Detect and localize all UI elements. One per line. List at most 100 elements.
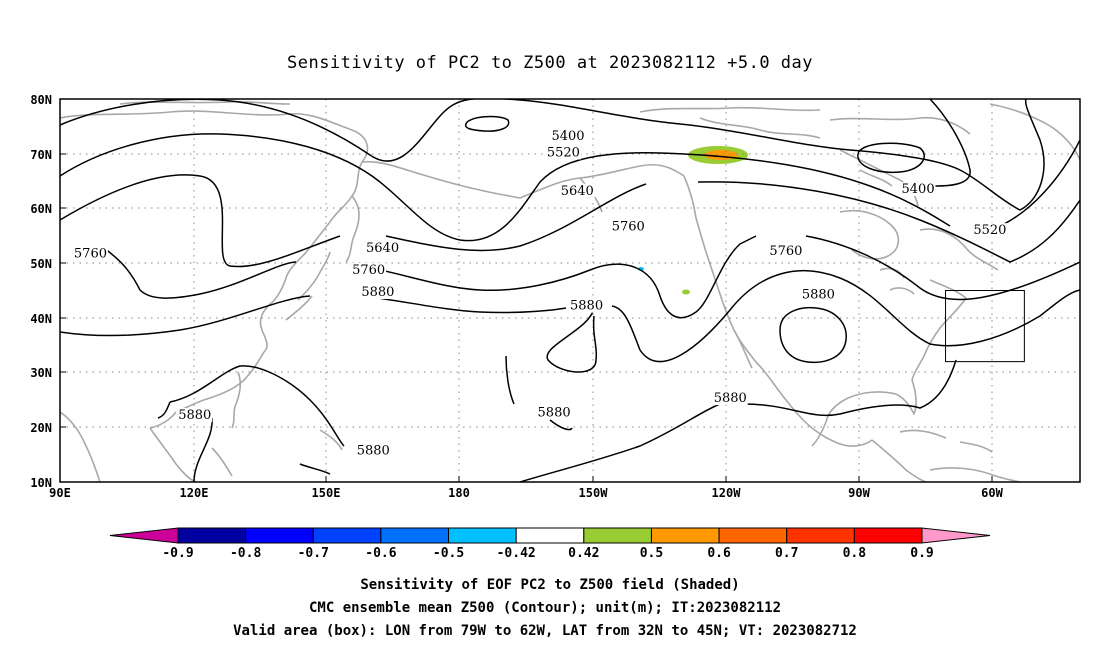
contour-5400-north bbox=[60, 99, 1045, 211]
contour-label-background bbox=[558, 183, 595, 198]
contour-label: 5880 bbox=[570, 299, 603, 314]
colorbar-box bbox=[515, 527, 585, 544]
map-frame bbox=[59, 98, 1081, 483]
lat-label: 10N bbox=[30, 476, 52, 490]
coastlines bbox=[60, 100, 1080, 482]
sensitivity-shading bbox=[638, 146, 748, 295]
contour-5520 bbox=[60, 133, 1080, 242]
lon-label: 150W bbox=[579, 486, 609, 500]
colorbar-label: 0.6 bbox=[707, 546, 731, 561]
contour-label-background bbox=[971, 223, 1008, 238]
lat-label: 70N bbox=[30, 148, 52, 162]
lat-label: 40N bbox=[30, 312, 52, 326]
contour-5880-west bbox=[157, 401, 213, 482]
contour-labels: 5400552054005520564056405760576057605760… bbox=[71, 129, 1008, 459]
contour-label-background bbox=[354, 443, 391, 458]
tick-marks bbox=[60, 98, 993, 482]
colorbar-label: -0.9 bbox=[162, 546, 193, 561]
colorbar-box bbox=[380, 527, 450, 544]
contour-label-background bbox=[549, 129, 586, 144]
colorbar-box bbox=[786, 527, 855, 544]
contour-label: 5880 bbox=[178, 408, 211, 423]
contour-label: 5640 bbox=[366, 241, 399, 256]
colorbar-low-extension bbox=[109, 527, 179, 544]
latitude-labels: 80N 70N 60N 50N 40N 30N 20N 10N bbox=[30, 93, 52, 490]
caption-line-3: Valid area (box): LON from 79W to 62W, L… bbox=[233, 623, 857, 639]
colorbar-box bbox=[177, 527, 247, 544]
lon-label: 90E bbox=[49, 486, 71, 500]
contour-label-background bbox=[544, 145, 581, 160]
colorbar-label: -0.5 bbox=[433, 546, 464, 561]
lat-label: 80N bbox=[30, 93, 52, 107]
contour-5880-subtropical-high bbox=[779, 306, 847, 364]
colorbar-box bbox=[312, 527, 382, 544]
caption-line-1: Sensitivity of EOF PC2 to Z500 field (Sh… bbox=[360, 577, 739, 593]
colorbar-box bbox=[650, 527, 720, 544]
contour-label: 5520 bbox=[547, 145, 580, 160]
lon-label: 150E bbox=[312, 486, 341, 500]
contour-label: 5400 bbox=[551, 129, 584, 144]
lat-label: 50N bbox=[30, 257, 52, 271]
colorbar: -0.9 -0.8 -0.7 -0.6 -0.5 -0.42 0.42 0.5 0.6 0.7 0.… bbox=[109, 527, 991, 561]
colorbar-boxes bbox=[177, 527, 923, 544]
map-panel: 5400552054005520564056405760576057605760… bbox=[30, 93, 1081, 500]
colorbar-label: 0.9 bbox=[910, 546, 933, 561]
positive-sensitivity-spot bbox=[682, 289, 690, 295]
contour-closed-low-canada bbox=[857, 142, 925, 174]
contour-5880-north bbox=[60, 269, 1080, 363]
lon-label: 120E bbox=[180, 486, 209, 500]
contour-label: 5760 bbox=[612, 219, 645, 234]
colorbar-label: 0.8 bbox=[843, 546, 867, 561]
contour-label: 5880 bbox=[802, 288, 835, 303]
contour-closed-low-pacific bbox=[464, 115, 510, 132]
contour-label: 5880 bbox=[361, 285, 394, 300]
contour-label-background bbox=[568, 298, 604, 313]
colorbar-label: -0.8 bbox=[230, 546, 261, 561]
colorbar-high-extension bbox=[921, 527, 991, 544]
contour-label: 5400 bbox=[902, 182, 935, 197]
lon-label: 120W bbox=[712, 486, 742, 500]
contour-5880-south bbox=[169, 359, 957, 482]
colorbar-box bbox=[245, 527, 314, 544]
lon-label: 180 bbox=[448, 486, 470, 500]
contour-5400-east bbox=[904, 99, 971, 191]
valid-area-box bbox=[945, 290, 1025, 363]
colorbar-labels: -0.9 -0.8 -0.7 -0.6 -0.5 -0.42 0.42 0.5 0.6 0.7 0.… bbox=[162, 546, 933, 561]
contour-label: 5760 bbox=[769, 244, 802, 259]
contour-label-background bbox=[364, 241, 400, 256]
longitude-labels: 90E 120E 150E 180 150W 120W 90W 60W bbox=[49, 486, 1003, 500]
contour-5760 bbox=[103, 235, 1080, 319]
contour-label-background bbox=[71, 246, 108, 261]
contour-label: 5760 bbox=[74, 247, 107, 262]
colorbar-box bbox=[718, 527, 788, 544]
contour-label-background bbox=[350, 263, 387, 278]
contour-label-background bbox=[899, 182, 936, 197]
contour-label-background bbox=[535, 405, 572, 420]
colorbar-box bbox=[853, 527, 923, 544]
lat-label: 60N bbox=[30, 202, 52, 216]
contour-label: 5880 bbox=[538, 405, 571, 420]
caption-line-2: CMC ensemble mean Z500 (Contour); unit(m… bbox=[309, 600, 781, 616]
contour-label-background bbox=[799, 287, 836, 302]
contour-label-background bbox=[767, 243, 804, 258]
colorbar-label: -0.42 bbox=[497, 546, 536, 561]
colorbar-box bbox=[448, 527, 517, 544]
lon-label: 60W bbox=[981, 486, 1003, 500]
z500-contours bbox=[60, 99, 1080, 482]
contour-label: 5520 bbox=[973, 223, 1006, 238]
figure-title: Sensitivity of PC2 to Z500 at 2023082112… bbox=[287, 53, 813, 73]
contour-label: 5880 bbox=[714, 391, 747, 406]
lon-label: 90W bbox=[848, 486, 870, 500]
colorbar-box bbox=[583, 527, 652, 544]
colorbar-label: -0.6 bbox=[365, 546, 396, 561]
contour-label-background bbox=[609, 219, 646, 234]
lat-label: 20N bbox=[30, 421, 52, 435]
lat-label: 30N bbox=[30, 366, 52, 380]
colorbar-label: 0.7 bbox=[775, 546, 798, 561]
contour-label-background bbox=[176, 408, 213, 423]
colorbar-label: 0.5 bbox=[640, 546, 663, 561]
contour-label: 5880 bbox=[357, 444, 390, 459]
colorbar-label: -0.7 bbox=[298, 546, 329, 561]
contour-label: 5640 bbox=[561, 184, 594, 199]
